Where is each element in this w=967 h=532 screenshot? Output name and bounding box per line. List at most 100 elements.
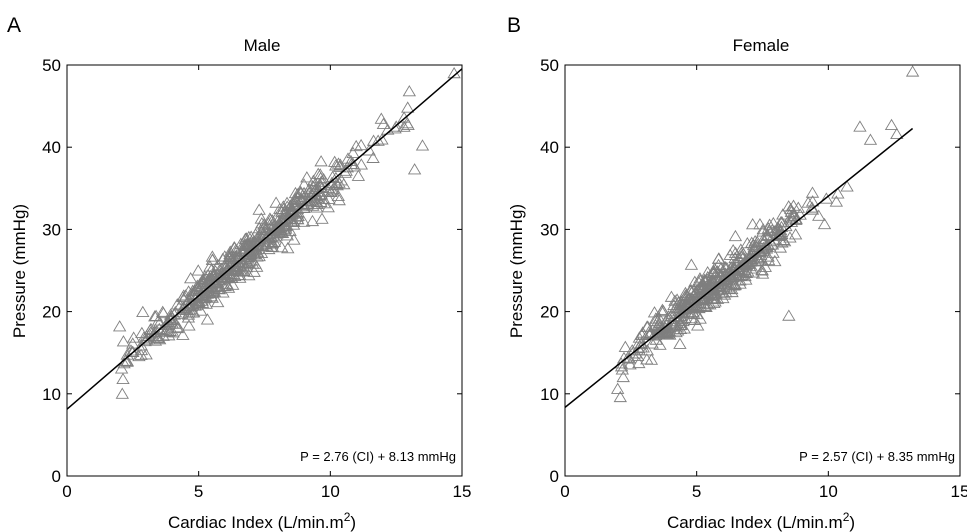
data-point (668, 319, 682, 331)
data-point (700, 265, 715, 278)
data-point (614, 360, 629, 372)
data-point (297, 199, 311, 211)
data-point (298, 190, 312, 202)
y-axis-label: Pressure (mmHg) (10, 204, 29, 338)
data-point (199, 290, 213, 303)
data-point (673, 337, 687, 349)
data-point (670, 320, 685, 332)
data-point (212, 282, 226, 295)
y-tick-label: 30 (540, 220, 559, 239)
data-point (234, 253, 249, 265)
data-point (755, 267, 770, 279)
y-tick-label: 0 (550, 467, 559, 486)
fit-line (66, 68, 463, 410)
data-point (171, 321, 186, 333)
data-point (287, 215, 301, 228)
data-point (144, 322, 158, 335)
data-point (288, 192, 302, 204)
data-point (333, 158, 348, 170)
data-point (708, 287, 722, 299)
data-point (768, 254, 782, 267)
data-point (216, 286, 230, 298)
data-point (273, 202, 287, 214)
data-point (181, 285, 196, 297)
y-tick-label: 10 (42, 385, 61, 404)
data-point (714, 268, 728, 280)
data-point (151, 314, 166, 326)
data-point (762, 218, 777, 230)
data-point (812, 209, 826, 221)
data-point (288, 186, 303, 199)
data-point (773, 241, 788, 253)
data-point (401, 101, 415, 113)
data-point (610, 382, 625, 394)
data-point (767, 225, 782, 237)
data-point (381, 123, 395, 135)
data-point (676, 295, 691, 308)
data-point (176, 328, 190, 340)
data-point (678, 286, 693, 299)
x-tick-label: 15 (453, 482, 472, 501)
data-point (132, 349, 146, 362)
panel-female: B Female Pressure (mmHg) Cardiac Index (… (507, 14, 967, 532)
fit-equation: P = 2.57 (CI) + 8.35 mmHg (799, 449, 955, 464)
data-point (281, 242, 295, 254)
data-point (688, 293, 703, 305)
data-point (376, 117, 391, 129)
data-point (255, 223, 269, 236)
plot-frame (564, 64, 961, 477)
data-point (192, 297, 206, 309)
data-point (656, 304, 671, 317)
data-point (801, 196, 815, 208)
data-point (231, 263, 245, 275)
data-point (614, 357, 628, 369)
data-point (631, 349, 645, 361)
data-point (748, 235, 762, 247)
data-point (126, 337, 140, 349)
data-point (746, 266, 761, 278)
data-point (152, 331, 166, 343)
data-point (676, 306, 691, 318)
data-point (374, 112, 388, 124)
plot-frame (66, 64, 463, 477)
data-point (726, 243, 740, 256)
data-point (401, 118, 415, 131)
fit-line (564, 127, 914, 408)
data-point (340, 161, 355, 173)
data-point (884, 118, 899, 130)
y-tick-label: 40 (42, 138, 61, 157)
data-point (699, 300, 713, 312)
data-point (310, 201, 324, 213)
data-point (349, 139, 363, 152)
data-point (732, 251, 746, 264)
data-point (397, 120, 411, 132)
data-point (194, 304, 208, 316)
data-point (152, 317, 166, 329)
data-point (255, 217, 269, 229)
data-point (890, 127, 904, 140)
data-point (265, 214, 280, 226)
data-point (774, 220, 789, 233)
data-point (697, 299, 712, 312)
data-point (742, 250, 756, 262)
data-point (371, 134, 385, 146)
data-point (788, 228, 803, 240)
y-axis-label: Pressure (mmHg) (507, 204, 526, 338)
data-point (642, 326, 656, 338)
data-point (787, 209, 802, 221)
data-point (118, 354, 132, 366)
data-point (314, 155, 328, 167)
x-tick-label: 15 (951, 482, 967, 501)
data-point (707, 262, 722, 274)
data-point (684, 258, 699, 270)
axis-ticks: 0 5 10 15 0 10 20 30 40 50 (42, 56, 471, 501)
data-point (700, 288, 714, 300)
data-point (756, 225, 770, 237)
data-point (905, 65, 920, 77)
data-point (315, 212, 329, 224)
data-point (205, 253, 220, 265)
data-point (739, 273, 753, 285)
data-point (287, 233, 301, 245)
data-point (688, 275, 702, 287)
scatter-points (610, 65, 920, 403)
